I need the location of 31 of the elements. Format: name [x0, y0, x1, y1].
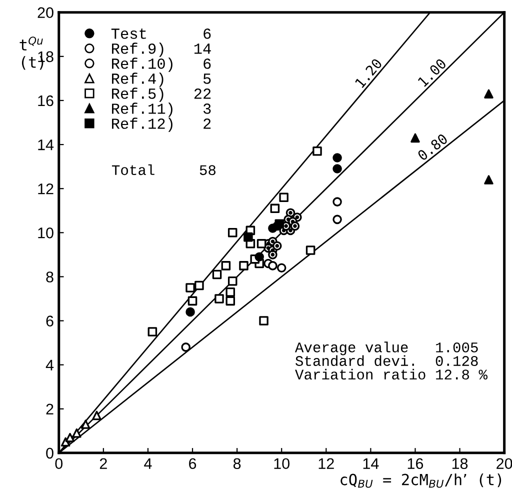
y-tick-label: 16: [38, 95, 54, 106]
x-axis-title: cQ$_{BU}$ = 2cM$_{BU}$/h’ (t): [340, 473, 502, 488]
y-tick-label: 6: [46, 316, 54, 326]
legend-label: Ref.9) 14: [112, 42, 211, 57]
y-tick-label: 20: [38, 7, 54, 18]
x-tick-label: 14: [363, 458, 379, 469]
y-tick-label: 0: [46, 448, 54, 459]
y-tick-label: 10: [38, 228, 54, 238]
legend-label: Ref.10) 6: [112, 58, 211, 72]
x-tick-label: 8: [233, 458, 241, 470]
x-tick-label: 18: [452, 458, 468, 470]
legend-label: Test 6: [111, 28, 211, 39]
y-tick-label: 2: [46, 404, 54, 414]
x-tick-label: 0: [55, 458, 63, 470]
x-tick-label: 2: [100, 458, 107, 469]
x-tick-label: 20: [496, 458, 512, 470]
x-tick-label: 4: [144, 458, 152, 469]
y-tick-label: 8: [46, 272, 54, 282]
legend-label: Ref.4) 5: [112, 72, 211, 87]
x-tick-label: 16: [408, 458, 424, 470]
y-tick-label: 14: [38, 140, 54, 150]
legend-label: Ref.11) 3: [112, 102, 211, 117]
x-tick-label: 12: [318, 458, 334, 469]
x-tick-label: 6: [189, 458, 196, 470]
x-tick-label: 10: [274, 458, 290, 470]
y-tick-label: 12: [38, 183, 54, 194]
annotation: Average value 1.005 Standard devi. 0.128 Variation ratio 12.8 %: [294, 342, 488, 380]
legend-label: Ref.12) 2: [112, 118, 211, 132]
annotation: Total 58: [112, 164, 216, 176]
y-tick-label: 4: [46, 360, 54, 370]
legend-label: Ref.5) 22: [112, 88, 211, 102]
